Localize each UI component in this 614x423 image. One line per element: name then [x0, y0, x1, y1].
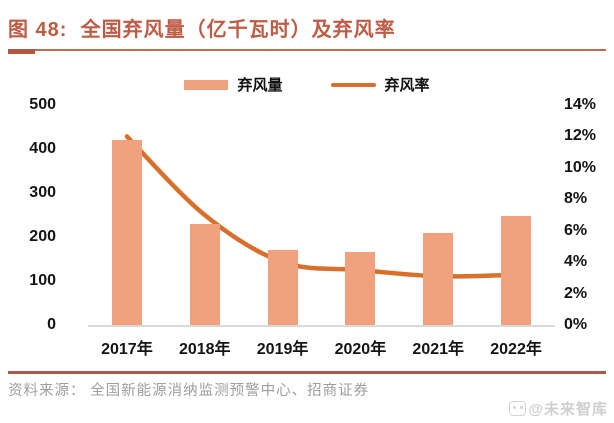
x-axis-tick: 2017年	[101, 341, 153, 358]
right-axis-tick: 0%	[564, 316, 588, 333]
right-axis-tick: 12%	[564, 127, 597, 145]
bar-swatch-icon	[184, 79, 229, 90]
left-axis-tick: 0	[47, 316, 56, 333]
bar-2020年	[345, 251, 376, 325]
title-underline	[8, 49, 606, 51]
right-axis-tick: 4%	[564, 253, 588, 271]
figure-title: 图 48: 全国弃风量（亿千瓦时）及弃风率	[8, 19, 396, 41]
right-axis-tick: 14%	[564, 96, 597, 113]
watermark: @未来智库	[509, 398, 608, 419]
bar-2018年	[189, 223, 220, 325]
bar-2021年	[423, 233, 454, 325]
bar-2017年	[111, 140, 142, 325]
line-swatch-icon	[330, 82, 376, 87]
x-axis-tick: 2021年	[412, 341, 465, 358]
x-axis-tick: 2018年	[178, 341, 231, 358]
footer-divider	[8, 371, 606, 374]
left-axis-tick: 400	[29, 140, 56, 157]
x-axis-tick: 2022年	[490, 341, 542, 358]
x-axis-tick: 2019年	[256, 341, 309, 358]
source-text: 资料来源： 全国新能源消纳监测预警中心、招商证券	[8, 383, 370, 399]
weilai-zhiku-logo-icon	[509, 401, 527, 416]
right-axis-tick: 2%	[564, 284, 588, 302]
left-axis-tick: 500	[29, 96, 56, 113]
legend-line-label: 弃风率	[384, 77, 430, 94]
right-axis-tick: 8%	[564, 190, 588, 208]
left-axis-tick: 200	[29, 228, 56, 245]
x-axis: 2017年 2018年 2019年 2020年 2021年 2022年	[88, 335, 555, 359]
rate-line-layer	[124, 134, 519, 279]
legend-item-line: 弃风率	[330, 74, 430, 95]
x-axis-tick: 2020年	[334, 341, 387, 358]
legend-item-bar: 弃风量	[184, 74, 283, 95]
chart-legend: 弃风量 弃风率	[0, 74, 614, 95]
left-axis-tick: 100	[29, 272, 56, 289]
watermark-text: @未来智库	[528, 401, 608, 418]
bar-2022年	[501, 215, 532, 325]
bar-2019年	[267, 250, 298, 325]
title-underline-accent	[8, 49, 35, 54]
legend-bar-label: 弃风量	[237, 77, 283, 94]
right-axis-tick: 6%	[564, 221, 588, 239]
rate-line	[124, 134, 519, 279]
right-axis-tick: 10%	[564, 158, 597, 176]
left-axis-tick: 300	[29, 184, 56, 201]
plot-area	[88, 105, 555, 327]
